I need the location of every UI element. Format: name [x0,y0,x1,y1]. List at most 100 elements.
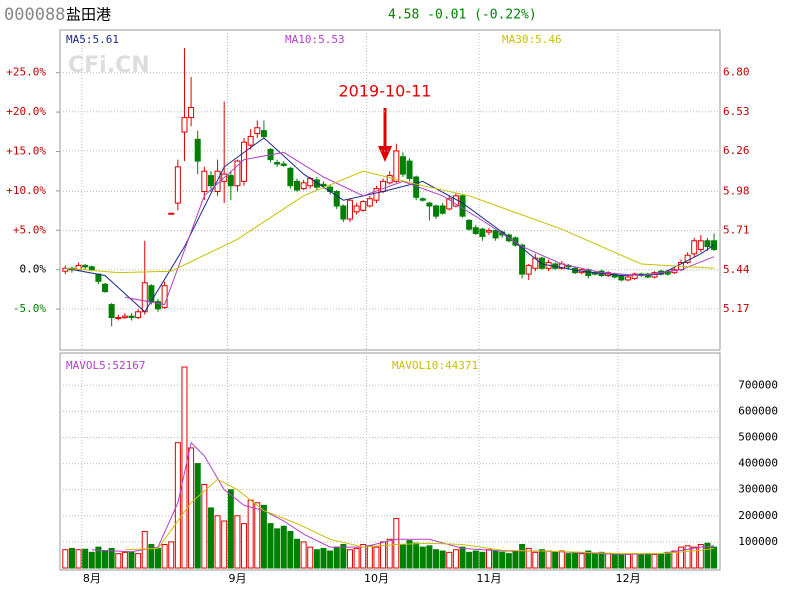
volume-bar [300,541,307,569]
volume-bar [280,525,287,569]
volume-bar [658,553,665,569]
volume-bar [194,463,201,569]
candle-body [207,175,214,187]
volume-bar [598,551,605,569]
candle-body [466,219,473,230]
x-tick-label: 9月 [229,572,247,585]
volume-bar [188,447,195,569]
volume-bar [327,550,334,569]
candle-body [479,228,486,237]
volume-bar [433,549,440,569]
candle-body [366,198,373,207]
volume-bar [631,553,638,569]
candle-body [340,205,347,220]
volume-bar [287,530,294,569]
volume-bar [671,550,678,569]
moving-average-line [124,478,715,555]
candle-body [181,117,188,133]
volume-bar [307,546,314,569]
volume-bar [148,544,155,569]
volume-bar [386,538,393,569]
volume-bar [492,550,499,569]
candle-body [538,257,545,269]
volume-bar [360,544,367,569]
y2-tick-label: +10.0% [6,184,46,197]
volume-bar [128,551,135,569]
candle-body [419,198,426,201]
volume-bar [82,548,89,569]
candle-body [287,167,294,187]
y-tick-label: 5.44 [723,263,750,276]
candle-body [446,198,453,210]
moving-average-line [91,441,715,555]
candle-body [346,199,353,220]
y-tick-label: 5.71 [723,224,750,237]
candle-body [102,283,109,292]
volume-bar [181,366,188,569]
candle-body [433,205,440,217]
volume-bar [697,544,704,569]
volume-bar [452,549,459,569]
candle-body [148,285,155,303]
volume-bar [499,551,506,569]
candle-body [393,150,400,182]
volume-bar [558,550,565,569]
volume-bar [366,545,373,569]
candle-body [128,315,135,319]
volume-bar [254,502,261,569]
y-tick-label: 6.26 [723,144,750,157]
volume-bar [485,549,492,569]
volume-bar [625,553,632,569]
candle-body [519,244,526,275]
candle-body [472,227,479,235]
candle-body [108,304,115,319]
y2-tick-label: +20.0% [6,105,46,118]
x-tick-label: 10月 [364,572,389,585]
candle-body [691,240,698,255]
candle-body [214,170,221,193]
y2-tick-label: -5.0% [13,302,46,315]
stock-code: 000088 [4,5,65,25]
y-tick-label: 6.80 [723,66,750,79]
volume-bar [201,483,208,569]
candle-body [439,205,446,214]
y-tick-label: 5.98 [723,185,750,198]
volume-bar [161,544,168,569]
candle-body [353,205,360,213]
candle-body [115,317,122,320]
volume-bar [413,542,420,569]
price-frame [59,29,721,351]
candle-body [135,311,142,319]
x-tick-label: 12月 [616,572,641,585]
volume-bar [221,520,228,569]
candle-body [154,301,161,310]
volume-bar [393,517,400,569]
candle-body [697,240,704,250]
volume-bar [121,551,128,569]
volume-bar [439,550,446,569]
candle-body [82,264,89,268]
volume-bar [168,541,175,569]
volume-bar [102,550,109,569]
volume-bar [154,547,161,569]
quote: 4.58 -0.01 (-0.22%) [388,8,537,23]
y2-tick-label: +25.0% [6,66,46,79]
volume-bar [644,553,651,569]
y2-tick-label: +15.0% [6,144,46,157]
candle-body [704,240,711,248]
volume-bar [346,549,353,569]
volume-bar [585,550,592,569]
x-tick-label: 8月 [83,572,101,585]
legend-entry: MA10:5.53 [285,33,345,46]
candle-body [188,106,195,119]
volume-bar [578,553,585,569]
volume-bar [62,549,69,569]
volume-bar [466,551,473,569]
volume-bar [115,553,122,569]
arrow-head [378,146,392,162]
y-tick-label: 600000 [738,404,778,417]
annotation: 2019-10-11 [339,82,432,101]
candle-body [88,266,95,271]
volume-bar [538,549,545,569]
